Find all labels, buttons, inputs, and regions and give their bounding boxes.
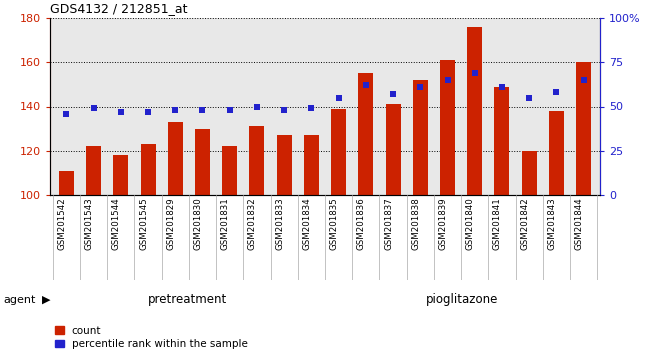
Text: GSM201840: GSM201840: [466, 198, 474, 250]
Bar: [168, 122, 183, 195]
Point: [61, 111, 72, 116]
Bar: [440, 60, 455, 195]
Bar: [331, 109, 346, 195]
Point: [224, 107, 235, 113]
Text: GSM201543: GSM201543: [84, 198, 94, 250]
Text: GSM201545: GSM201545: [139, 198, 148, 250]
Point: [306, 105, 317, 111]
Bar: [277, 135, 292, 195]
Text: GSM201831: GSM201831: [221, 198, 229, 250]
Point: [551, 90, 562, 95]
Point: [333, 95, 344, 101]
Text: GSM201843: GSM201843: [547, 198, 556, 250]
Text: GDS4132 / 212851_at: GDS4132 / 212851_at: [50, 2, 187, 15]
Legend: count, percentile rank within the sample: count, percentile rank within the sample: [55, 326, 248, 349]
Bar: [576, 62, 591, 195]
Bar: [522, 151, 537, 195]
Bar: [140, 144, 155, 195]
Point: [578, 77, 589, 83]
Point: [361, 82, 371, 88]
Bar: [59, 171, 74, 195]
Text: GSM201842: GSM201842: [520, 198, 529, 250]
Point: [415, 84, 426, 90]
Text: GSM201829: GSM201829: [166, 198, 176, 250]
Point: [88, 105, 99, 111]
Text: GSM201542: GSM201542: [57, 198, 66, 250]
Point: [442, 77, 452, 83]
Bar: [113, 155, 128, 195]
Bar: [549, 111, 564, 195]
Text: GSM201839: GSM201839: [439, 198, 447, 250]
Text: GSM201837: GSM201837: [384, 198, 393, 250]
Bar: [304, 135, 319, 195]
Bar: [385, 104, 400, 195]
Point: [497, 84, 507, 90]
Text: GSM201841: GSM201841: [493, 198, 502, 250]
Point: [469, 70, 480, 76]
Point: [252, 104, 262, 109]
Text: pretreatment: pretreatment: [148, 293, 227, 307]
Bar: [195, 129, 210, 195]
Bar: [250, 126, 265, 195]
Text: GSM201844: GSM201844: [575, 198, 584, 250]
Text: GSM201544: GSM201544: [112, 198, 121, 250]
Point: [170, 107, 181, 113]
Bar: [222, 146, 237, 195]
Point: [524, 95, 534, 101]
Bar: [358, 73, 373, 195]
Text: GSM201835: GSM201835: [330, 198, 339, 250]
Text: GSM201838: GSM201838: [411, 198, 421, 250]
Point: [198, 107, 208, 113]
Text: GSM201833: GSM201833: [275, 198, 284, 250]
Text: ▶: ▶: [42, 295, 51, 305]
Bar: [413, 80, 428, 195]
Text: agent: agent: [3, 295, 36, 305]
Text: GSM201836: GSM201836: [357, 198, 366, 250]
Bar: [86, 146, 101, 195]
Text: GSM201834: GSM201834: [302, 198, 311, 250]
Bar: [495, 87, 510, 195]
Point: [388, 91, 398, 97]
Text: GSM201832: GSM201832: [248, 198, 257, 250]
Text: pioglitazone: pioglitazone: [426, 293, 499, 307]
Point: [279, 107, 289, 113]
Point: [116, 109, 126, 115]
Text: GSM201830: GSM201830: [194, 198, 203, 250]
Bar: [467, 27, 482, 195]
Point: [143, 109, 153, 115]
